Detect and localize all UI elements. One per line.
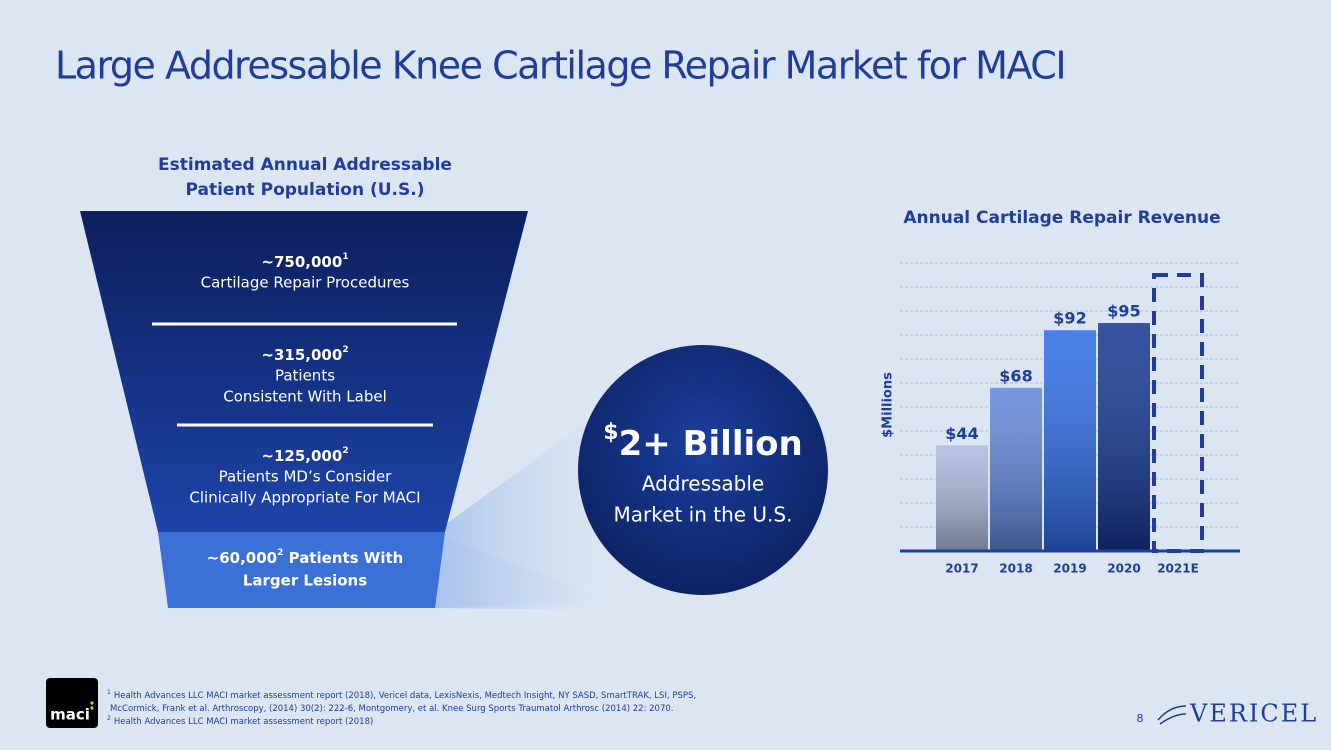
level-number: ~315,000	[261, 346, 342, 364]
x-tick-label: 2020	[1107, 562, 1140, 576]
funnel	[80, 211, 528, 532]
funnel-bottom	[158, 532, 445, 608]
footnote-number: 1	[107, 689, 111, 696]
level-note: 1	[342, 252, 348, 262]
level-number: ~125,000	[261, 447, 342, 465]
level-note: 2	[277, 548, 283, 558]
level-text: Patients With	[283, 549, 403, 567]
footnote-number: 2	[107, 715, 111, 722]
footnote: McCormick, Frank et al. Arthroscopy, (20…	[110, 704, 673, 714]
level-text: Clinically Appropriate For MACI	[189, 489, 420, 507]
value-label: $95	[1107, 302, 1140, 321]
funnel-level: ~750,0001	[261, 252, 348, 271]
level-note: 2	[342, 345, 348, 355]
callout-headline: $2+ Billion	[603, 420, 802, 464]
bar-shade	[1044, 330, 1096, 551]
level-text: Consistent With Label	[223, 388, 387, 406]
x-tick-label: 2018	[999, 562, 1032, 576]
chart: $44 2017 $68 2018 $92 2019 $95 2020 2021E	[900, 262, 1240, 576]
footnote-text: Health Advances LLC MACI market assessme…	[114, 717, 373, 727]
callout-circle	[578, 345, 828, 595]
level-number: ~60,000	[207, 549, 277, 567]
level-note: 2	[342, 446, 348, 456]
callout-value: 2+ Billion	[619, 424, 803, 464]
brand: VERICEL	[1189, 700, 1318, 728]
funnel-level: ~125,0002	[261, 446, 348, 465]
footnotes: 1 Health Advances LLC MACI market assessm…	[107, 689, 696, 727]
level-number: ~750,000	[261, 253, 342, 271]
bar-shade	[936, 445, 988, 551]
level-text: Patients	[275, 367, 335, 385]
logo-dot	[90, 701, 94, 705]
wedge	[435, 420, 620, 608]
value-label: $68	[999, 366, 1032, 385]
logo-dot	[90, 706, 94, 710]
bar-shade	[1098, 323, 1150, 551]
funnel-text: ~750,0001 Cartilage Repair Procedures ~315…	[189, 252, 420, 590]
page-number: 8	[1137, 712, 1144, 725]
funnel-level: ~315,0002	[261, 345, 348, 364]
bar-shade	[990, 387, 1042, 551]
chart-title: Annual Cartilage Repair Revenue	[903, 208, 1220, 228]
value-label: $92	[1053, 309, 1086, 328]
brand-mark	[1157, 705, 1187, 725]
x-tick-label: 2017	[945, 562, 978, 576]
footnote-text: Health Advances LLC MACI market assessme…	[114, 691, 696, 701]
y-axis-label: $Millions	[881, 372, 896, 438]
callout-line: Market in the U.S.	[614, 503, 793, 527]
footnote: 1 Health Advances LLC MACI market assessm…	[107, 689, 696, 701]
footnote: 2 Health Advances LLC MACI market assessm…	[107, 715, 373, 727]
level-text: Larger Lesions	[243, 572, 367, 590]
funnel-heading: Estimated Annual Addressable	[158, 155, 452, 175]
slide-title: Large Addressable Knee Cartilage Repair …	[55, 44, 1065, 88]
level-text: Cartilage Repair Procedures	[201, 274, 410, 292]
footnote-text: McCormick, Frank et al. Arthroscopy, (20…	[110, 704, 673, 714]
callout-line: Addressable	[642, 472, 764, 496]
funnel-heading: Patient Population (U.S.)	[186, 180, 425, 200]
funnel-level: ~60,0002 Patients With	[207, 548, 404, 567]
logo: maci	[50, 706, 90, 724]
value-label: $44	[945, 424, 978, 443]
x-tick-label: 2021E	[1157, 562, 1199, 576]
logo-box	[46, 678, 98, 728]
callout-symbol: $	[603, 420, 618, 445]
level-text: Patients MD’s Consider	[219, 468, 393, 486]
x-tick-label: 2019	[1053, 562, 1086, 576]
